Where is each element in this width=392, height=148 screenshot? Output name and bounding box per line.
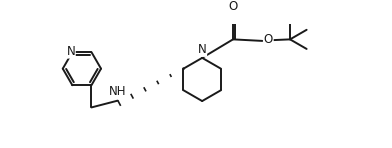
Text: O: O	[264, 33, 273, 46]
Text: NH: NH	[109, 85, 126, 98]
Text: N: N	[198, 43, 207, 56]
Text: N: N	[66, 45, 75, 58]
Text: O: O	[229, 0, 238, 13]
